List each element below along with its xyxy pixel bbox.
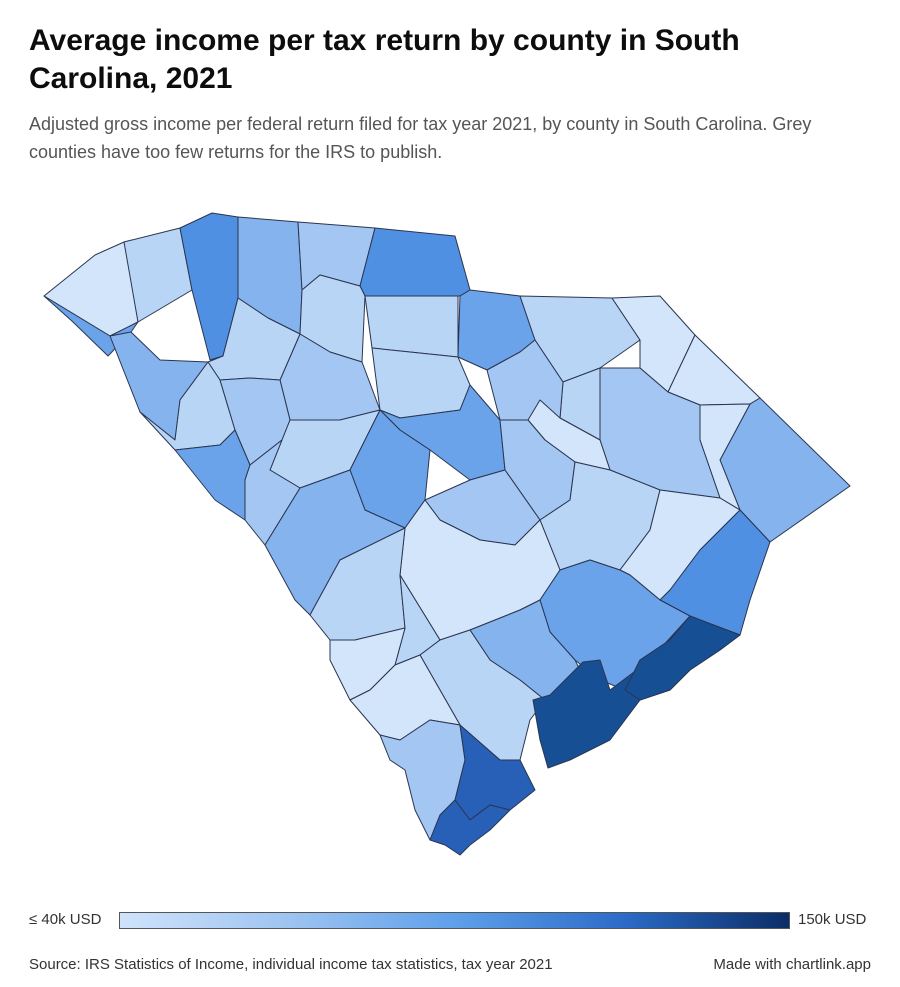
county-oconee — [43, 239, 139, 337]
map-subtitle: Adjusted gross income per federal return… — [29, 114, 812, 162]
county-colleton — [624, 615, 741, 701]
county-union — [371, 347, 471, 419]
source-note: Source: IRS Statistics of Income, indivi… — [29, 956, 553, 973]
county-fairfield — [364, 295, 459, 358]
county-beaufort-south — [429, 799, 511, 856]
south-carolina-county-map — [43, 212, 851, 856]
legend-color-bar — [119, 912, 790, 929]
county-saluda — [244, 439, 301, 546]
county-york — [359, 227, 471, 297]
legend-max-label: 150k USD — [798, 911, 867, 928]
credit-note: Made with chartlink.app — [713, 956, 871, 973]
legend-min-label: ≤ 40k USD — [29, 911, 102, 928]
map-title: Average income per tax return by county … — [29, 24, 740, 95]
